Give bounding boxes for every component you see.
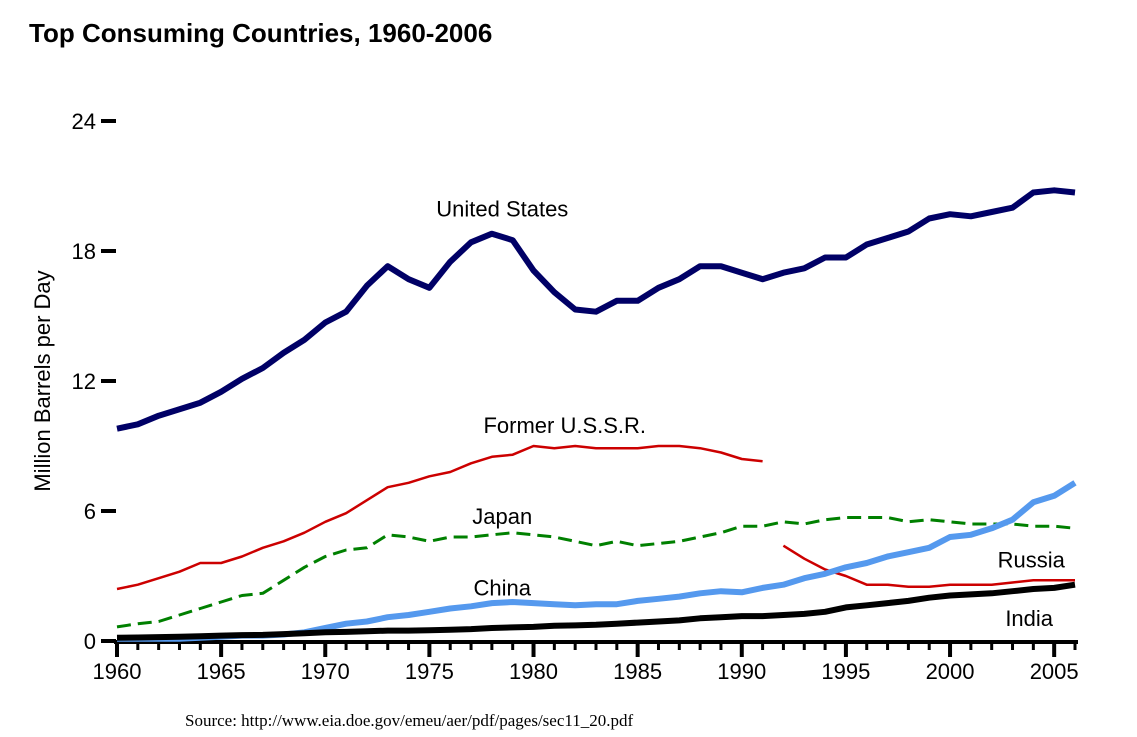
x-axis: 1960 1965 1970 1975 1980 1985 1990 1995 2000 2005 [93,640,1079,684]
x-tick-label: 1970 [301,659,350,684]
series-label-united-states: United States [436,196,568,221]
x-tick-label: 2005 [1030,659,1079,684]
series-line-former-u-s-s-r [116,444,763,591]
x-tick-label: 1990 [717,659,766,684]
series-label-india: India [1005,606,1053,631]
chart-title: Top Consuming Countries, 1960-2006 [29,18,493,48]
y-tick-label: 6 [84,499,96,524]
series-line-india [116,581,1076,641]
series-line-japan [116,516,1076,629]
x-tick-label: 1960 [93,659,142,684]
x-tick-label: 1985 [613,659,662,684]
y-tick-label: 24 [72,109,96,134]
y-tick-label: 0 [84,629,96,654]
x-tick-label: 1995 [821,659,870,684]
y-axis-label: Million Barrels per Day [30,270,55,491]
x-tick-label: 1975 [405,659,454,684]
series-lines [116,187,1077,642]
y-axis: 0 6 12 18 24 [72,109,116,654]
series-label-russia: Russia [998,547,1066,572]
x-tick-label: 2000 [926,659,975,684]
series-line-china [117,480,1077,642]
series-label-china: China [474,576,532,601]
source-note: Source: http://www.eia.doe.gov/emeu/aer/… [185,711,634,730]
y-tick-label: 18 [72,239,96,264]
y-tick-label: 12 [72,369,96,394]
series-label-former-u-s-s-r: Former U.S.S.R. [483,413,646,438]
series-line-united-states [116,187,1076,432]
x-tick-label: 1980 [509,659,558,684]
series-labels: United States Former U.S.S.R. Russia Japan C… [436,196,1066,631]
x-tick-label: 1965 [197,659,246,684]
series-label-japan: Japan [472,504,532,529]
